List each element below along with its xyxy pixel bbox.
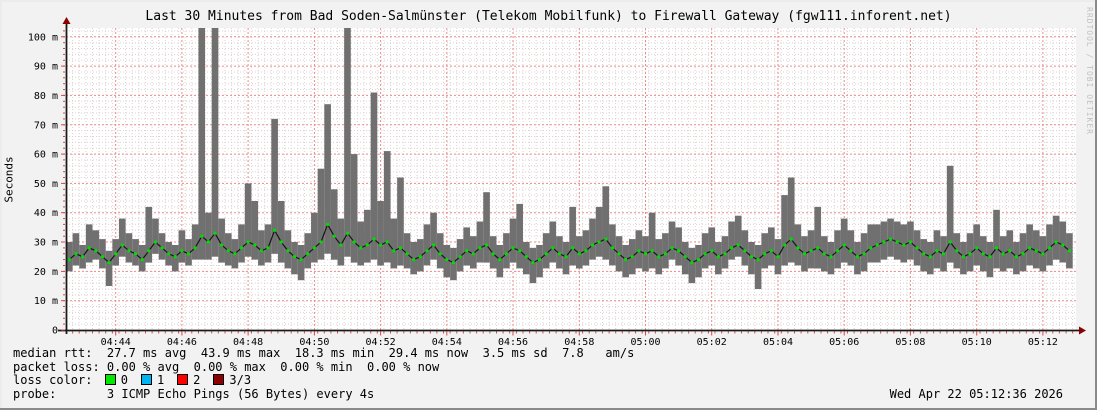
svg-text:04:54: 04:54 [432, 337, 462, 348]
stat-line-probe: probe: 3 ICMP Echo Pings (56 Bytes) ever… [13, 386, 375, 401]
axis-ticks [61, 30, 1074, 336]
loss-color-label: 0 [120, 373, 128, 387]
y-axis-arrow-icon [62, 17, 71, 24]
svg-text:05:08: 05:08 [895, 337, 925, 348]
stat-line-loss-color: loss color: 0 1 2 3/3 [13, 373, 634, 388]
svg-text:70 m: 70 m [34, 120, 58, 131]
loss-color-swatch-icon [140, 374, 152, 385]
svg-text:05:06: 05:06 [829, 337, 859, 348]
rrdtool-watermark: RRDTOOL / TOBI OETIKER [1085, 7, 1094, 135]
timestamp: Wed Apr 22 05:12:36 2026 [889, 387, 1063, 401]
svg-text:0: 0 [52, 326, 58, 337]
stat-line-packet-loss: packet loss: 0.00 % avg 0.00 % max 0.00 … [13, 359, 440, 374]
svg-text:04:56: 04:56 [498, 337, 528, 348]
svg-text:04:58: 04:58 [564, 337, 594, 348]
loss-color-label: 2 [193, 373, 201, 387]
loss-color-label: 3/3 [229, 373, 252, 387]
svg-text:04:46: 04:46 [167, 337, 197, 348]
y-axis-label: Seconds [2, 155, 16, 203]
y-tick-labels: 0 10 m 20 m 30 m 40 m 50 m 60 m 70 m 80 m 90 m 100… [28, 32, 58, 336]
svg-text:04:44: 04:44 [101, 337, 131, 348]
loss-color-label: 1 [156, 373, 165, 387]
svg-text:04:48: 04:48 [233, 337, 263, 348]
loss-color-swatch-icon [213, 374, 225, 385]
svg-text:05:10: 05:10 [962, 337, 992, 348]
svg-text:50 m: 50 m [34, 179, 58, 190]
chart-title: Last 30 Minutes from Bad Soden-Salmünste… [145, 9, 952, 24]
svg-text:05:12: 05:12 [1028, 337, 1058, 348]
svg-text:30 m: 30 m [34, 238, 58, 249]
svg-text:05:04: 05:04 [763, 337, 793, 348]
x-axis-arrow-icon [1079, 326, 1086, 335]
stats-block: median rtt: 27.7 ms avg 43.9 ms max 18.3… [13, 346, 635, 401]
svg-text:90 m: 90 m [34, 62, 58, 73]
stat-label: loss color: [13, 373, 100, 387]
svg-text:05:02: 05:02 [697, 337, 727, 348]
svg-text:05:00: 05:00 [630, 337, 660, 348]
svg-text:40 m: 40 m [34, 208, 58, 219]
svg-text:20 m: 20 m [34, 267, 58, 278]
svg-text:80 m: 80 m [34, 91, 58, 102]
stat-line-median-rtt: median rtt: 27.7 ms avg 43.9 ms max 18.3… [13, 346, 635, 360]
median-markers [67, 222, 1071, 265]
svg-text:100 m: 100 m [28, 32, 58, 43]
svg-text:04:52: 04:52 [366, 337, 396, 348]
plot-background [66, 28, 1076, 330]
svg-text:04:50: 04:50 [299, 337, 329, 348]
svg-text:10 m: 10 m [34, 296, 58, 307]
svg-text:60 m: 60 m [34, 150, 58, 161]
loss-color-swatch-icon [177, 374, 189, 385]
x-tick-labels: 04:44 04:46 04:48 04:50 04:52 04:54 04:56 04:58… [101, 337, 1058, 348]
loss-color-swatch-icon [104, 374, 116, 385]
